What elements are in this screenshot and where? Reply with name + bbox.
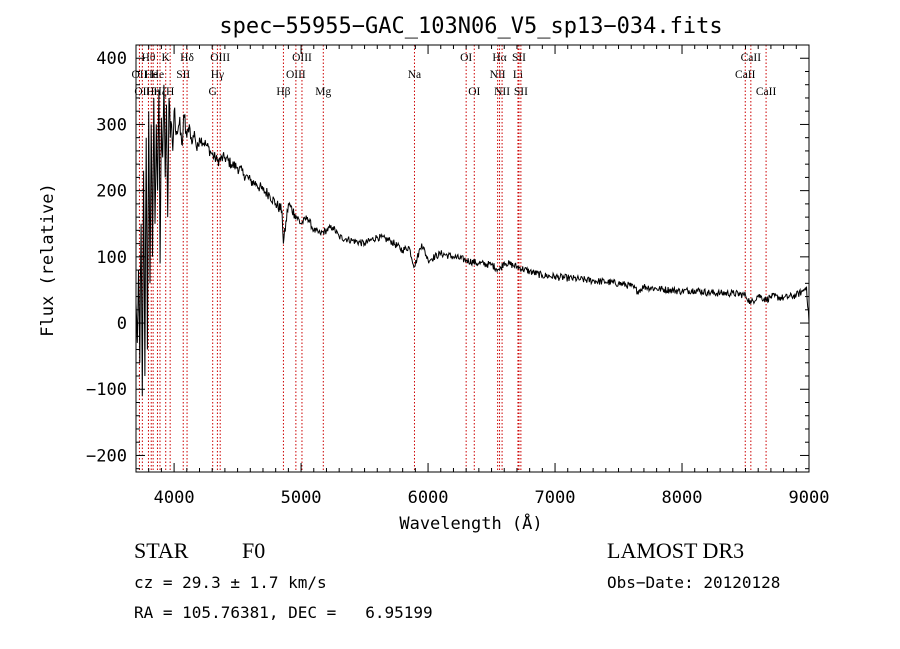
x-axis-label: Wavelength (Å) <box>399 512 542 534</box>
line-label: Hζ <box>153 86 166 98</box>
survey-name: LAMOST DR3 <box>607 538 745 563</box>
x-tick-label: 9000 <box>789 488 830 508</box>
line-label: He <box>145 69 158 81</box>
y-tick-label: 400 <box>96 49 127 69</box>
x-tick-label: 8000 <box>662 488 703 508</box>
y-tick-label: −100 <box>86 380 127 400</box>
flux-series <box>135 84 810 396</box>
line-label: CaII <box>741 52 762 64</box>
axis-ticks: 4000 5000 6000 7000 8000 9000 −200 −100 0 100 200 3… <box>86 44 830 508</box>
line-label: OII <box>131 69 147 81</box>
line-label: OIII <box>210 52 230 64</box>
object-class: STAR <box>134 538 189 563</box>
line-label: CaII <box>735 69 756 81</box>
coordinates: RA = 105.76381, DEC = 6.95199 <box>134 603 433 622</box>
line-label: He <box>151 69 164 81</box>
y-tick-label: 0 <box>117 314 127 334</box>
line-label: OII <box>134 86 150 98</box>
x-tick-label: 6000 <box>408 488 449 508</box>
y-tick-label: 200 <box>96 182 127 202</box>
line-label: CaII <box>756 86 777 98</box>
line-label: SII <box>176 69 190 81</box>
y-tick-label: −200 <box>86 446 127 466</box>
y-axis-label: Flux (relative) <box>38 183 58 337</box>
line-label: Li <box>513 69 523 81</box>
line-label: NII <box>490 69 506 81</box>
line-label: OIII <box>286 69 306 81</box>
redshift-velocity: cz = 29.3 ± 1.7 km/s <box>134 573 327 592</box>
line-label: H <box>166 86 174 98</box>
chart-title: spec−55955−GAC_103N06_V5_sp13−034.fits <box>219 14 722 39</box>
line-label: Hβ <box>276 86 290 98</box>
line-label: Mg <box>315 86 331 98</box>
x-tick-label: 4000 <box>154 488 195 508</box>
line-label: Hη <box>146 86 160 98</box>
observation-date: Obs−Date: 20120128 <box>607 573 781 592</box>
line-label: SII <box>514 86 528 98</box>
line-label: OIII <box>292 52 312 64</box>
line-label: Hδ <box>180 52 194 64</box>
line-label: K <box>162 52 171 64</box>
line-label: G <box>209 86 217 98</box>
y-tick-label: 300 <box>96 115 127 135</box>
line-label: Hγ <box>211 69 224 81</box>
x-tick-label: 5000 <box>281 488 322 508</box>
line-label: OI <box>468 86 480 98</box>
line-label: Na <box>408 69 421 81</box>
y-tick-label: 100 <box>96 248 127 268</box>
line-label: Hθ <box>142 52 156 64</box>
line-label: SII <box>512 52 526 64</box>
line-label: OI <box>460 52 472 64</box>
line-label: Hα <box>492 52 506 64</box>
object-subclass: F0 <box>242 538 266 563</box>
line-label: NII <box>494 86 510 98</box>
x-tick-label: 7000 <box>535 488 576 508</box>
plot-frame <box>135 44 810 473</box>
